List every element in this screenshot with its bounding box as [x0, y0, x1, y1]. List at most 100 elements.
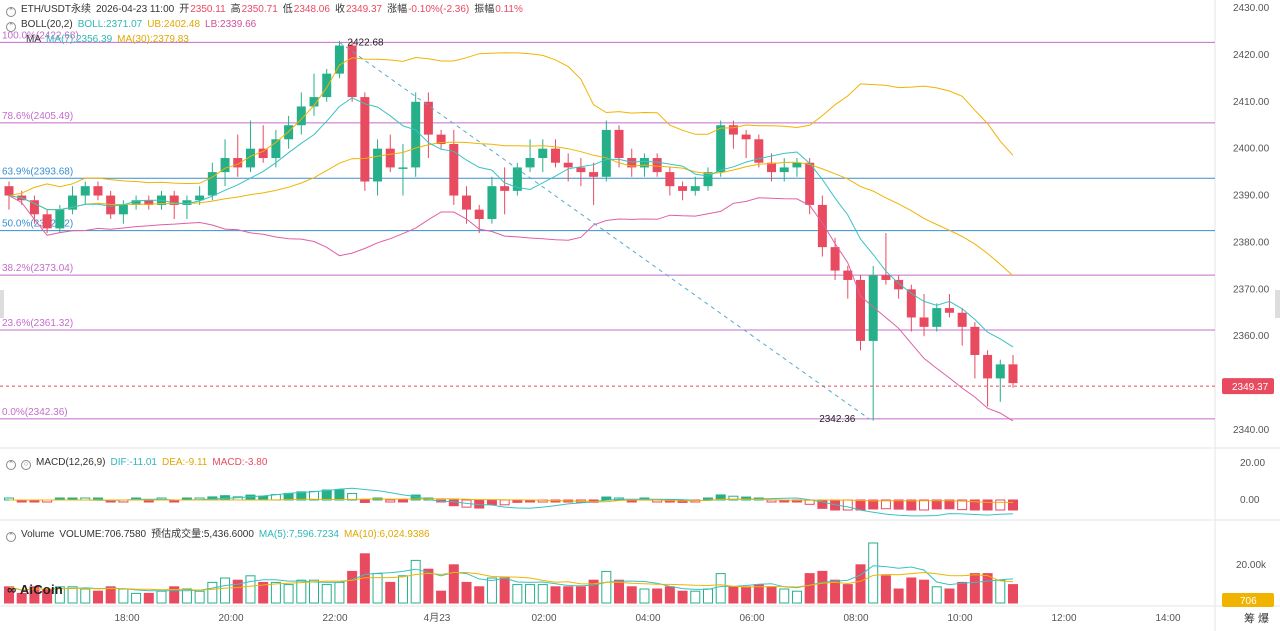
volume-bar — [880, 575, 891, 604]
volume-bar — [194, 590, 205, 604]
corner-label: 筹 爆 — [1244, 611, 1269, 625]
volume-tick-label: 20.00k — [1236, 560, 1267, 571]
volume-bar — [995, 579, 1006, 604]
volume-bar — [639, 588, 650, 604]
ma7-value: MA(7):2356.39 — [46, 34, 113, 45]
candle-body — [817, 204, 827, 248]
last-price-tag — [1222, 378, 1274, 395]
boll-upper-band — [8, 52, 1014, 197]
candle-body — [258, 148, 268, 159]
candle-body — [411, 101, 421, 168]
symbol-label: ETH/USDT永续 — [21, 4, 91, 15]
volume-bar — [753, 584, 764, 604]
close-value: 2349.37 — [345, 4, 383, 15]
volume-bar — [512, 584, 523, 604]
volume-bar — [334, 581, 345, 604]
candle-body — [754, 139, 764, 163]
macd-name[interactable]: MACD(12,26,9) — [36, 457, 106, 468]
logo-icon: ∞ — [7, 582, 17, 597]
low-annotation: 2342.36 — [819, 414, 856, 425]
boll-value: BOLL:2371.07 — [77, 19, 143, 30]
macd-histogram-bar — [486, 499, 497, 505]
volume-bar — [270, 581, 281, 604]
last-price-tag-label: 2349.37 — [1232, 382, 1269, 393]
volume-bar — [842, 584, 853, 604]
candle-body — [881, 275, 891, 280]
settings-icon[interactable]: ○ — [21, 460, 31, 470]
volume-bar — [969, 573, 980, 604]
boll-ub: UB:2402.48 — [147, 19, 201, 30]
candle-body — [627, 158, 637, 168]
macd-histogram-bar — [842, 499, 853, 511]
volume-bar — [54, 586, 65, 604]
volume-bar — [525, 584, 536, 604]
boll-name[interactable]: BOLL(20,2) — [21, 19, 73, 30]
candle-body — [983, 354, 993, 379]
volume-bar — [156, 590, 167, 604]
macd-histogram-bar — [385, 499, 396, 503]
candle-body — [398, 167, 408, 169]
volume-bar — [931, 586, 942, 604]
volume-value: VOLUME:706.7580 — [59, 529, 147, 540]
eye-icon[interactable]: ⌃ — [6, 22, 16, 32]
candle-body — [601, 129, 611, 177]
eye-icon[interactable]: ⌃ — [6, 532, 16, 542]
amp-label: 振幅 — [474, 4, 495, 15]
volume-name[interactable]: Volume — [21, 529, 55, 540]
volume-bar — [804, 573, 815, 604]
candle-body — [995, 364, 1005, 379]
right-scroll-handle — [1275, 290, 1280, 318]
candle-body — [906, 289, 916, 318]
change-label: 涨幅 — [387, 4, 408, 15]
fib-level-label: 23.6%(2361.32) — [2, 318, 73, 329]
volume-bar — [614, 579, 625, 604]
volume-bar — [29, 586, 40, 604]
macd-dea: DEA:-9.11 — [161, 457, 208, 468]
volume-bar — [245, 575, 256, 604]
candle-body — [970, 326, 980, 355]
volume-bar — [702, 588, 713, 604]
candle-body — [385, 148, 395, 168]
candle-body — [322, 73, 332, 98]
price-tick-label: 2400.00 — [1233, 144, 1270, 155]
volume-bar — [563, 586, 574, 604]
eye-icon[interactable]: ⌃ — [6, 7, 16, 17]
macd-value: MACD:-3.80 — [212, 457, 268, 468]
ma30-value: MA(30):2379.83 — [117, 34, 189, 45]
volume-bar — [92, 590, 103, 604]
price-tick-label: 2340.00 — [1233, 425, 1270, 436]
candle-body — [728, 125, 738, 135]
volume-bar — [944, 588, 955, 604]
time-tick-label: 06:00 — [739, 613, 764, 624]
ma-name[interactable]: MA — [26, 34, 41, 45]
volume-bar — [143, 592, 154, 604]
eye-icon[interactable]: ⌃ — [6, 460, 16, 470]
volume-bar — [181, 588, 192, 604]
time-tick-label: 02:00 — [531, 613, 556, 624]
candle-body — [347, 45, 357, 98]
macd-histogram-bar — [906, 499, 917, 511]
volume-bar — [791, 590, 802, 604]
fib-level-label: 0.0%(2342.36) — [2, 407, 68, 418]
volume-bar — [397, 575, 408, 604]
price-tick-label: 2410.00 — [1233, 97, 1270, 108]
candle-body — [474, 209, 484, 219]
volume-bar — [169, 586, 180, 604]
volume-bar — [283, 584, 294, 604]
volume-bar — [868, 542, 879, 604]
open-value: 2350.11 — [190, 4, 226, 15]
time-tick-label: 14:00 — [1155, 613, 1180, 624]
ma30-line — [8, 141, 1014, 277]
volume-bar — [309, 579, 320, 604]
volume-bar — [830, 579, 841, 604]
candle-body — [423, 101, 433, 135]
candle-body — [805, 162, 815, 205]
volume-bar — [16, 592, 27, 604]
fib-level-label: 63.9%(2393.68) — [2, 166, 73, 177]
candle-body — [550, 148, 560, 163]
fib-level-label: 100.0%(2422.68) — [2, 30, 79, 41]
price-tick-label: 2430.00 — [1233, 3, 1270, 14]
change-value: -0.10%(-2.36) — [408, 4, 470, 15]
macd-dif: DIF:-11.01 — [110, 457, 157, 468]
